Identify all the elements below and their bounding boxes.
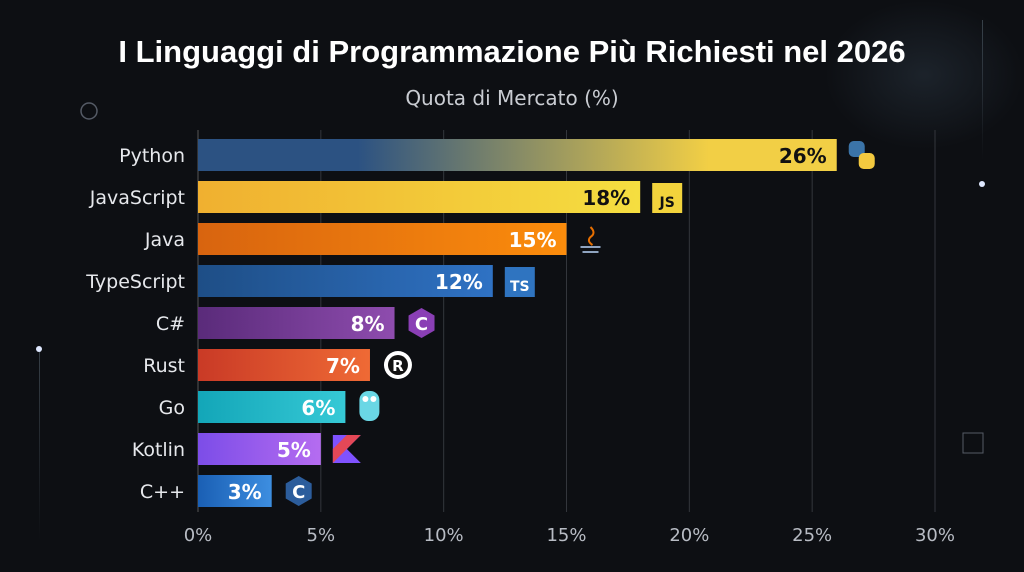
rust-r: R	[392, 357, 404, 375]
x-tick-label: 10%	[424, 525, 464, 546]
decorative-square	[962, 432, 984, 454]
bar-python	[198, 139, 837, 171]
python-part	[858, 153, 875, 169]
category-label: Go	[159, 397, 185, 419]
data-label: 18%	[582, 186, 630, 210]
bar-kotlin	[198, 433, 321, 465]
category-label: Kotlin	[132, 439, 185, 461]
x-tick-label: 20%	[669, 525, 709, 546]
js-box	[652, 183, 683, 213]
data-label: 26%	[779, 144, 827, 168]
bar-c	[198, 475, 272, 507]
kotlin-k-part	[332, 435, 361, 463]
java-cup	[580, 246, 601, 253]
rust-inner	[387, 355, 408, 375]
data-label: 6%	[301, 396, 335, 420]
category-label: Rust	[143, 355, 185, 377]
javascript-logo-icon: JS	[652, 183, 683, 213]
ts-text: TS	[510, 279, 530, 295]
bar-go	[198, 391, 346, 423]
category-label: Python	[119, 145, 185, 167]
x-tick-label: 25%	[792, 525, 832, 546]
x-tick-label: 5%	[307, 525, 336, 546]
go-gopher-logo-icon	[359, 391, 380, 421]
chart-subtitle: Quota di Mercato (%)	[405, 86, 619, 110]
gopher-eye	[362, 396, 369, 402]
csharp-logo-icon: C	[408, 308, 435, 338]
gopher-body	[359, 391, 380, 421]
category-label: JavaScript	[89, 187, 185, 209]
bar-typescript	[198, 265, 493, 297]
bar-c	[198, 307, 395, 339]
x-tick-label: 15%	[546, 525, 586, 546]
hexagon	[408, 308, 435, 338]
decorative-line	[982, 20, 983, 160]
decorative-circle	[80, 102, 98, 120]
rust-logo-icon: R	[383, 351, 412, 379]
java-logo-icon	[580, 226, 601, 253]
js-text: JS	[659, 195, 675, 211]
category-label: Java	[144, 229, 185, 251]
category-label: C#	[156, 313, 185, 335]
x-tick-label: 0%	[184, 525, 213, 546]
typescript-logo-icon: TS	[504, 267, 535, 297]
x-tick-label: 30%	[915, 525, 955, 546]
decorative-dot	[36, 346, 42, 352]
category-label: C++	[140, 481, 185, 503]
data-label: 8%	[351, 312, 385, 336]
data-label: 15%	[509, 228, 557, 252]
bar-javascript	[198, 181, 641, 213]
logo-c: C	[292, 482, 305, 503]
chart-title: I Linguaggi di Programmazione Più Richie…	[118, 34, 906, 69]
data-label: 12%	[435, 270, 483, 294]
java-steam	[587, 226, 595, 246]
decorative-dot	[979, 181, 985, 187]
ts-box	[504, 267, 535, 297]
data-label: 7%	[326, 354, 360, 378]
logo-c: C	[415, 314, 428, 335]
python-part	[848, 141, 865, 157]
decorative-line	[39, 350, 40, 540]
kotlin-logo-icon	[332, 435, 361, 463]
data-label: 5%	[277, 438, 311, 462]
data-label: 3%	[228, 480, 262, 504]
python-logo-icon	[848, 141, 875, 169]
category-label: TypeScript	[85, 271, 185, 293]
bar-rust	[198, 349, 370, 381]
gopher-eye	[370, 396, 377, 402]
bar-java	[198, 223, 567, 255]
cpp-logo-icon: C	[285, 476, 312, 506]
hexagon	[285, 476, 312, 506]
